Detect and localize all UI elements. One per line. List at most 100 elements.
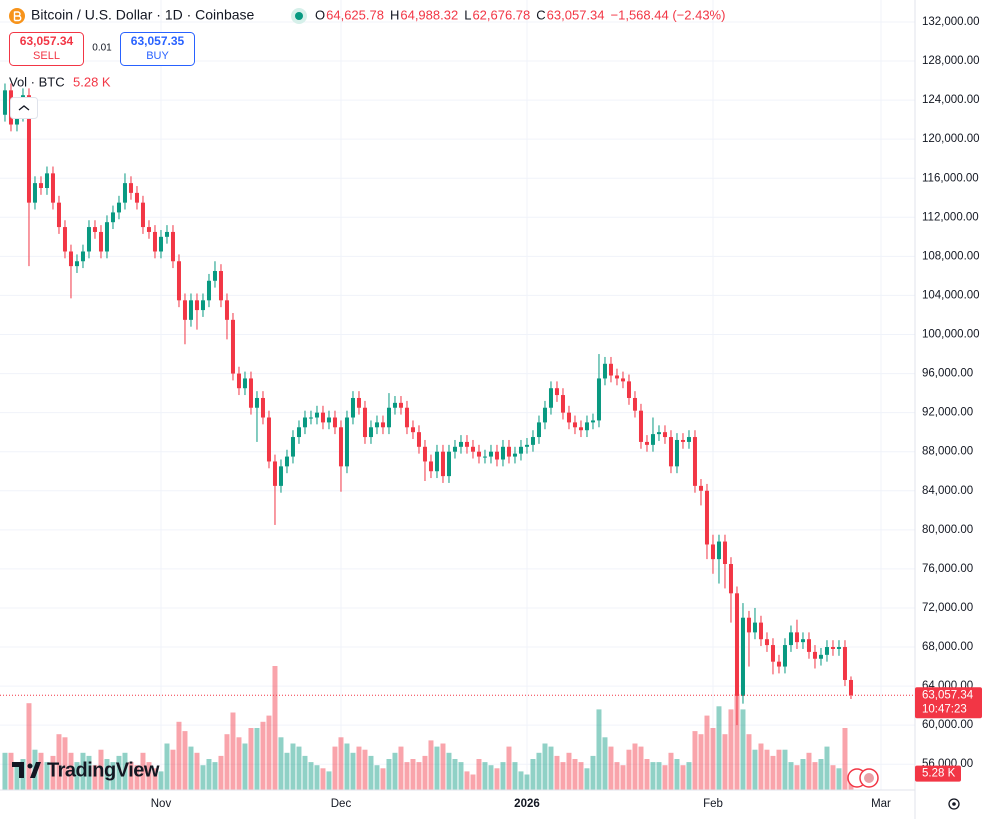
volume-bar — [110, 762, 116, 790]
volume-bar — [296, 746, 302, 790]
candle-body — [116, 202, 121, 213]
candle-body — [86, 227, 91, 252]
sell-button[interactable] — [9, 32, 84, 66]
y-tick-label: 124,000.00 — [922, 94, 980, 106]
y-tick-label: 120,000.00 — [922, 133, 980, 145]
candle-body — [38, 183, 43, 189]
volume-bar — [50, 755, 56, 790]
candle-body — [704, 490, 709, 545]
candle-body — [668, 437, 673, 467]
event-flag-fill — [864, 773, 874, 783]
candle-body — [56, 202, 61, 228]
candle-body — [32, 183, 37, 203]
volume-bar — [2, 752, 8, 790]
buy-button[interactable] — [120, 32, 195, 66]
candle-body — [290, 437, 295, 457]
candle-body — [296, 427, 301, 438]
candle-body — [428, 461, 433, 472]
y-tick-label: 96,000.00 — [922, 368, 973, 380]
volume-bar — [518, 771, 524, 790]
candle-body — [848, 679, 853, 696]
candle-body — [212, 271, 217, 281]
candle-body — [662, 432, 667, 438]
volume-bar — [452, 759, 458, 790]
y-tick-label: 68,000.00 — [922, 641, 973, 653]
volume-bar — [428, 740, 434, 790]
volume-bar — [608, 746, 614, 790]
candle-body — [530, 437, 535, 445]
candle-body — [560, 395, 565, 413]
candle-body — [506, 446, 511, 457]
symbol-title[interactable]: Bitcoin / U.S. Dollar · 1D · Coinbase — [31, 7, 255, 23]
volume-bar — [566, 752, 572, 790]
candle-body — [686, 437, 691, 442]
volume-bar — [578, 762, 584, 790]
collapse-button[interactable] — [10, 97, 38, 119]
volume-bar — [314, 765, 320, 790]
tradingview-logo-icon — [12, 762, 41, 778]
volume-bar — [398, 746, 404, 790]
volume-bar — [272, 666, 278, 790]
candle-body — [350, 397, 355, 418]
candle-body — [548, 388, 553, 408]
candle-body — [164, 231, 169, 237]
volume-bar — [800, 759, 806, 790]
candle-body — [554, 388, 559, 396]
y-tick-label: 92,000.00 — [922, 407, 973, 419]
volume-bar — [122, 752, 128, 790]
volume-bar — [380, 768, 386, 790]
volume-bar — [440, 743, 446, 790]
candle-body — [584, 422, 589, 431]
volume-bar — [212, 762, 218, 790]
y-tick-label: 60,000.00 — [922, 719, 973, 731]
candle-body — [710, 544, 715, 560]
volume-bar — [152, 768, 158, 790]
candle-body — [614, 375, 619, 379]
candle-body — [656, 432, 661, 435]
candle-body — [176, 261, 181, 301]
volume-bar — [584, 768, 590, 790]
volume-bar — [146, 762, 152, 790]
y-tick-label: 128,000.00 — [922, 55, 980, 67]
candle-body — [194, 300, 199, 311]
volume-bar — [770, 755, 776, 790]
candle-body — [488, 451, 493, 457]
countdown: 10:47:23 — [922, 703, 967, 715]
volume-bar — [638, 746, 644, 790]
candle-body — [794, 632, 799, 643]
x-tick-label: Nov — [151, 798, 172, 810]
candle-body — [434, 451, 439, 472]
candle-body — [242, 378, 247, 389]
volume-bar — [320, 768, 326, 790]
candle-body — [26, 95, 31, 203]
volume-bar — [446, 752, 452, 790]
candle-body — [338, 427, 343, 467]
volume-bar — [482, 762, 488, 790]
volume-bar — [506, 746, 512, 790]
volume-bar — [602, 737, 608, 790]
candle-body — [806, 639, 811, 652]
volume-bar — [542, 743, 548, 790]
y-tick-label: 100,000.00 — [922, 329, 980, 341]
candle-body — [482, 456, 487, 458]
candle-body — [836, 647, 841, 649]
brand: TradingView — [47, 759, 160, 781]
grid — [0, 0, 915, 790]
candle-body — [698, 485, 703, 491]
candle-body — [170, 231, 175, 262]
candle-body — [590, 420, 595, 423]
volume-bar — [218, 755, 224, 790]
volume-bar — [8, 752, 14, 790]
last-price-label: 63,057.34 — [922, 689, 974, 701]
candle-body — [404, 407, 409, 428]
volume-bar — [182, 731, 188, 790]
volume-bar — [56, 734, 62, 790]
volume-bar — [806, 752, 812, 790]
settings-icon[interactable] — [948, 798, 960, 810]
volume-bar — [836, 768, 842, 790]
candle-body — [230, 319, 235, 374]
volume-bar — [392, 752, 398, 790]
candle-body — [542, 407, 547, 423]
volume-bar — [626, 749, 632, 790]
candle-body — [320, 412, 325, 423]
